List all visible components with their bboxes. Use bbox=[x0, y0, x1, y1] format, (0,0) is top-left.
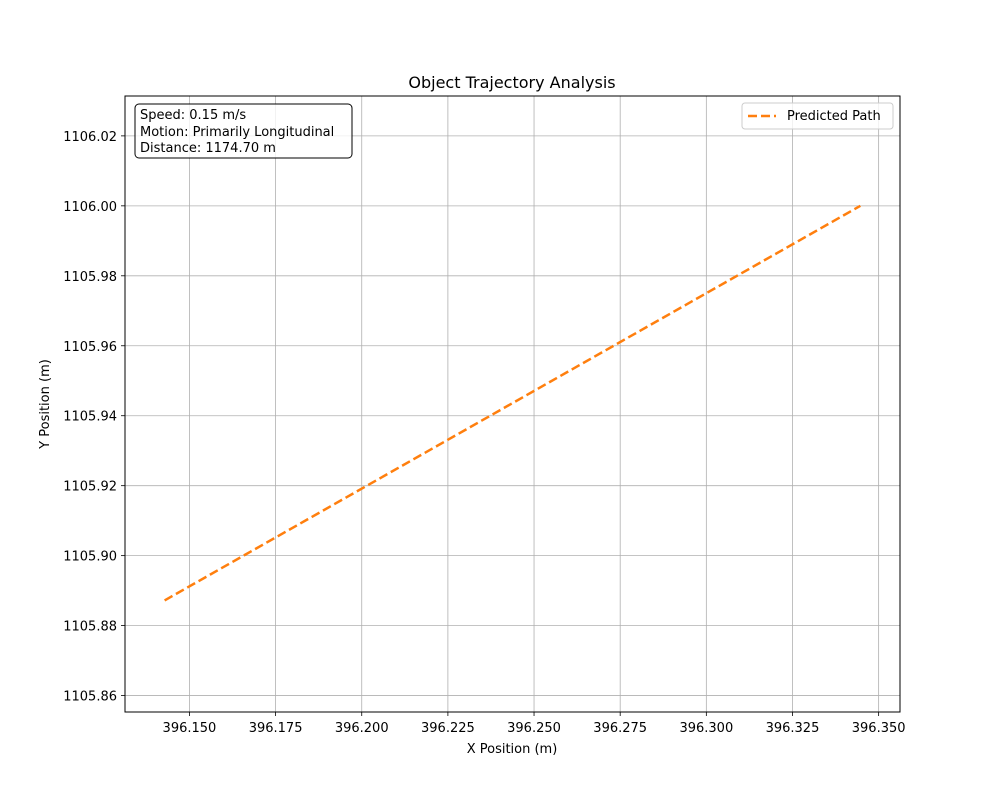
series-layer bbox=[164, 204, 861, 602]
x-tick-label: 396.275 bbox=[593, 721, 647, 736]
y-tick-label: 1106.02 bbox=[63, 130, 117, 145]
y-tick-label: 1105.94 bbox=[63, 410, 117, 425]
legend-label-predicted-path: Predicted Path bbox=[787, 109, 881, 124]
series-line-predicted-path bbox=[164, 204, 861, 602]
y-tick-label: 1105.98 bbox=[63, 270, 117, 285]
info-speed-text: Speed: 0.15 m/s bbox=[140, 108, 246, 123]
x-tick-label: 396.200 bbox=[335, 721, 389, 736]
plot-area-frame bbox=[124, 95, 901, 713]
x-tick-label: 396.300 bbox=[679, 721, 733, 736]
info-box: Speed: 0.15 m/s Motion: Primarily Longit… bbox=[134, 103, 353, 159]
tick-layer: 396.150 396.175 396.200 396.225 396.250 396.2… bbox=[63, 130, 905, 736]
legend-frame bbox=[741, 102, 894, 130]
y-tick-label: 1105.88 bbox=[63, 620, 117, 635]
x-tick-label: 396.250 bbox=[507, 721, 561, 736]
info-motion-text: Motion: Primarily Longitudinal bbox=[140, 125, 334, 140]
info-distance-text: Distance: 1174.70 m bbox=[140, 141, 276, 156]
y-axis-label: Y Position (m) bbox=[38, 359, 53, 450]
chart-title: Object Trajectory Analysis bbox=[408, 73, 615, 92]
y-tick-label: 1105.86 bbox=[63, 690, 117, 705]
info-box-frame bbox=[134, 103, 353, 159]
x-tick-label: 396.150 bbox=[163, 721, 217, 736]
y-tick-label: 1105.96 bbox=[63, 340, 117, 355]
y-tick-label: 1106.00 bbox=[63, 200, 117, 215]
legend: Predicted Path bbox=[741, 102, 894, 130]
x-tick-label: 396.325 bbox=[766, 721, 820, 736]
grid-layer bbox=[125, 96, 900, 712]
x-axis-label: X Position (m) bbox=[467, 742, 558, 757]
y-tick-label: 1105.92 bbox=[63, 480, 117, 495]
x-tick-label: 396.175 bbox=[249, 721, 303, 736]
y-tick-label: 1105.90 bbox=[63, 550, 117, 565]
x-tick-label: 396.225 bbox=[421, 721, 475, 736]
x-tick-label: 396.350 bbox=[852, 721, 906, 736]
